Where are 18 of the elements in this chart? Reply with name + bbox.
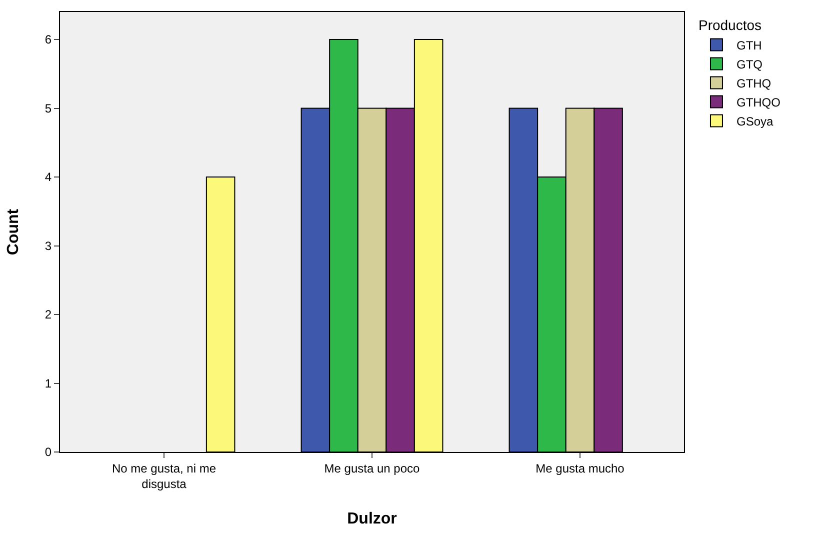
y-tick-label: 0 — [44, 445, 52, 460]
legend-label: GTHQO — [736, 95, 780, 110]
y-tick-label: 6 — [44, 32, 52, 47]
legend-title: Productos — [698, 17, 762, 34]
legend-label: GTHQ — [736, 76, 772, 90]
x-tick-label: No me gusta, ni me disgusta — [112, 461, 216, 491]
x-tick-label: Me gusta un poco — [324, 461, 420, 476]
y-tick-label: 2 — [44, 308, 52, 322]
legend-label: GTH — [736, 38, 762, 52]
x-tick-label: Me gusta mucho — [536, 461, 625, 476]
y-axis-title: Count — [5, 208, 22, 256]
x-axis-title: Dulzor — [347, 510, 397, 528]
legend-label: GTQ — [736, 57, 762, 72]
y-tick-label: 4 — [44, 170, 52, 184]
legend-label: GSoya — [736, 114, 774, 128]
y-tick-label: 3 — [44, 238, 52, 253]
y-tick-label: 5 — [44, 101, 52, 116]
y-tick-label: 1 — [44, 376, 52, 390]
